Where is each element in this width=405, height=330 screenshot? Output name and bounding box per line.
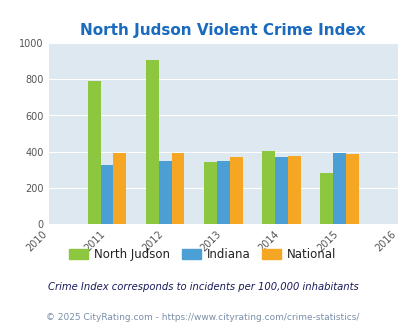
- Bar: [145, 60, 158, 224]
- Bar: [87, 81, 100, 224]
- Bar: [320, 173, 333, 224]
- Text: Crime Index corresponds to incidents per 100,000 inhabitants: Crime Index corresponds to incidents per…: [47, 282, 358, 292]
- Bar: [216, 161, 229, 224]
- Title: North Judson Violent Crime Index: North Judson Violent Crime Index: [80, 22, 365, 38]
- Bar: [229, 157, 242, 224]
- Bar: [333, 153, 345, 224]
- Bar: [204, 162, 216, 224]
- Bar: [171, 153, 184, 224]
- Bar: [287, 156, 300, 224]
- Bar: [275, 157, 287, 224]
- Bar: [262, 151, 275, 224]
- Bar: [100, 164, 113, 224]
- Bar: [158, 161, 171, 224]
- Bar: [113, 153, 126, 224]
- Legend: North Judson, Indiana, National: North Judson, Indiana, National: [64, 244, 341, 266]
- Text: © 2025 CityRating.com - https://www.cityrating.com/crime-statistics/: © 2025 CityRating.com - https://www.city…: [46, 313, 359, 322]
- Bar: [345, 154, 358, 224]
